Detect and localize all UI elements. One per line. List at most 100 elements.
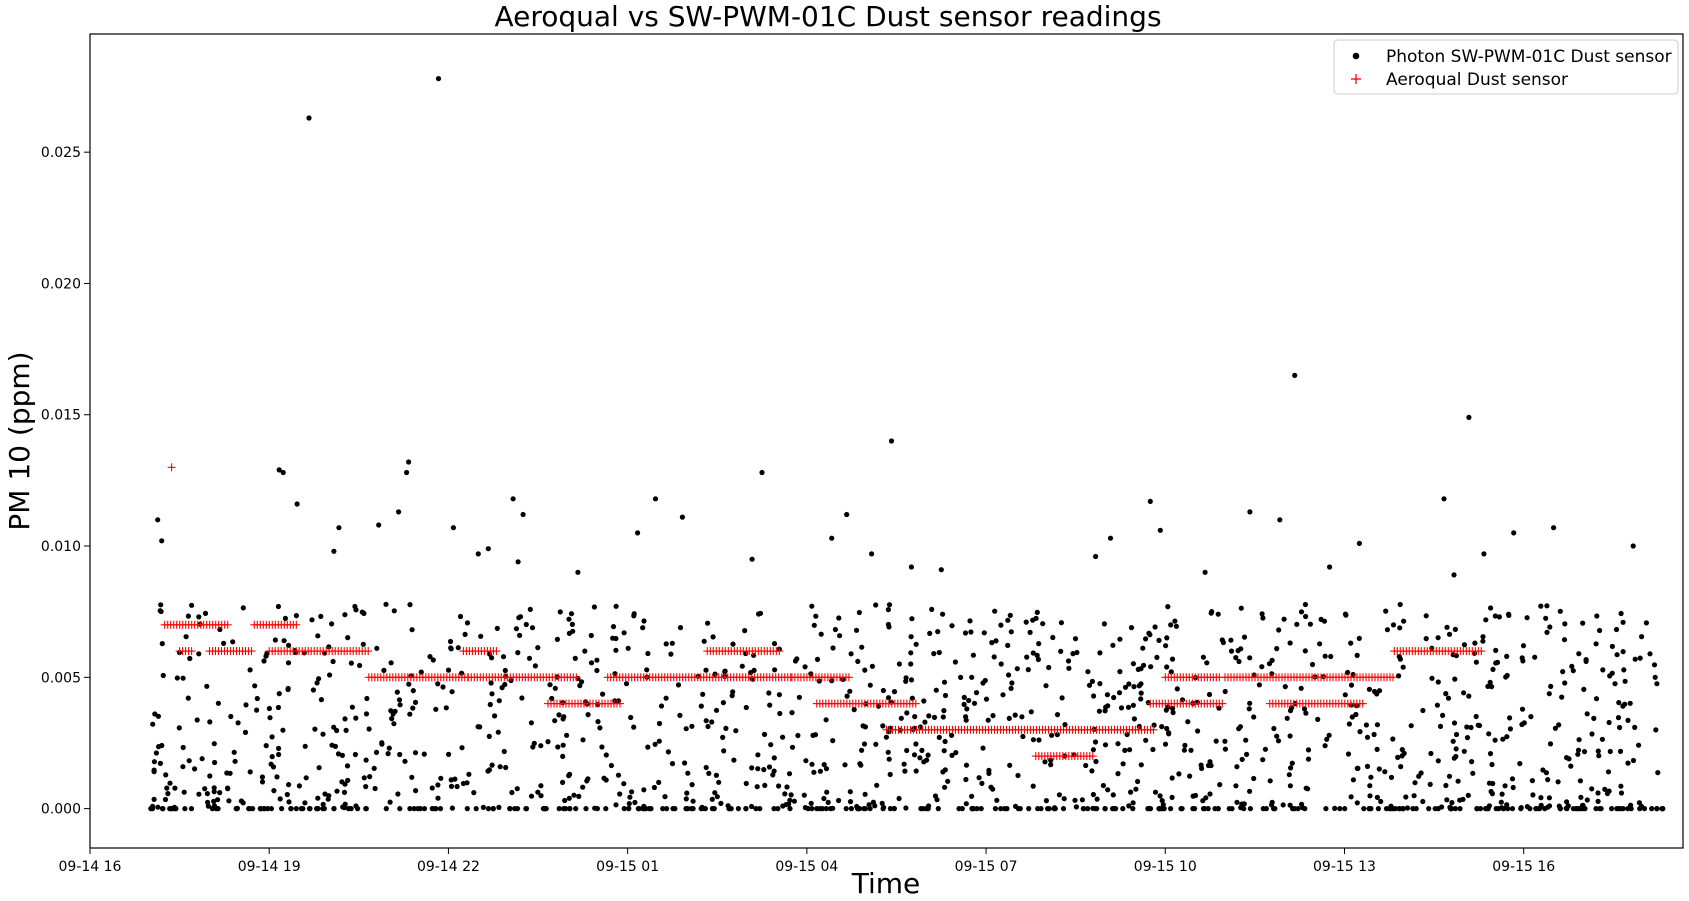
photon-point xyxy=(1428,750,1434,757)
photon-point xyxy=(1328,653,1334,660)
photon-point xyxy=(898,715,904,721)
photon-point xyxy=(629,789,635,795)
photon-point xyxy=(753,806,759,812)
photon-point xyxy=(615,772,622,778)
photon-point xyxy=(566,795,572,801)
photon-point xyxy=(318,613,324,620)
photon-point xyxy=(836,797,842,804)
photon-point xyxy=(1023,619,1029,625)
photon-point xyxy=(1294,621,1300,627)
photon-point xyxy=(1509,806,1516,812)
photon-point xyxy=(962,630,969,636)
photon-point xyxy=(591,604,598,610)
photon-point xyxy=(1236,658,1242,665)
photon-point xyxy=(1287,783,1293,789)
photon-point xyxy=(1143,737,1149,743)
photon-point xyxy=(1367,793,1373,799)
photon-point xyxy=(1622,701,1628,707)
photon-point xyxy=(1504,734,1510,740)
photon-point xyxy=(224,770,230,776)
photon-point xyxy=(1503,674,1509,680)
photon-point xyxy=(1259,611,1265,617)
photon-point xyxy=(1609,806,1615,812)
photon-point xyxy=(1551,525,1557,531)
photon-point xyxy=(274,774,280,780)
photon-point xyxy=(1128,789,1134,795)
photon-point xyxy=(1154,654,1160,661)
photon-point xyxy=(155,804,161,810)
photon-point xyxy=(1092,739,1099,745)
photon-point xyxy=(1070,651,1076,657)
photon-point xyxy=(1492,737,1498,743)
photon-point xyxy=(940,769,946,775)
photon-point xyxy=(1004,806,1010,812)
photon-point xyxy=(1143,636,1149,642)
photon-point xyxy=(1371,731,1377,738)
photon-point xyxy=(1235,648,1241,654)
photon-point xyxy=(318,697,324,703)
photon-point xyxy=(635,530,641,536)
photon-point xyxy=(523,806,530,812)
photon-point xyxy=(610,624,617,630)
photon-point xyxy=(221,640,227,647)
photon-point xyxy=(1520,643,1527,649)
photon-point xyxy=(1510,784,1516,791)
photon-point xyxy=(503,764,509,771)
photon-point xyxy=(576,793,582,800)
photon-point xyxy=(942,784,948,790)
photon-point xyxy=(1236,726,1242,732)
photon-point xyxy=(163,772,169,778)
photon-point xyxy=(286,799,292,805)
photon-point xyxy=(904,747,910,754)
photon-point xyxy=(1632,724,1638,731)
photon-point xyxy=(1190,793,1196,799)
photon-point xyxy=(407,602,413,608)
chart-title: Aeroqual vs SW-PWM-01C Dust sensor readi… xyxy=(494,0,1161,33)
photon-point xyxy=(529,625,536,631)
photon-point xyxy=(406,459,412,465)
photon-point xyxy=(1411,793,1417,799)
x-axis-ticks: 09-14 16 09-14 19 09-14 22 09-15 01 09-15 04… xyxy=(59,848,1555,875)
photon-point xyxy=(998,622,1004,628)
photon-point xyxy=(1493,806,1499,812)
photon-point xyxy=(1400,664,1406,670)
photon-point xyxy=(1613,626,1620,633)
photon-point xyxy=(844,511,850,518)
photon-point xyxy=(1488,605,1494,611)
photon-point xyxy=(1473,713,1479,720)
photon-point xyxy=(371,765,377,772)
photon-point xyxy=(557,609,563,615)
photon-point xyxy=(1487,679,1493,686)
photon-point xyxy=(980,745,986,751)
photon-point xyxy=(973,690,980,696)
photon-point xyxy=(448,646,454,652)
photon-point xyxy=(1017,806,1023,812)
photon-point xyxy=(1544,629,1550,636)
photon-point xyxy=(1046,664,1052,671)
photon-point xyxy=(1323,806,1329,812)
data-points xyxy=(148,76,1666,812)
photon-point xyxy=(1049,732,1055,738)
photon-point xyxy=(435,782,441,788)
photon-point xyxy=(306,115,312,121)
photon-point xyxy=(1215,611,1221,617)
photon-point xyxy=(742,628,748,634)
photon-point xyxy=(1263,806,1269,812)
photon-point xyxy=(231,749,237,755)
photon-point xyxy=(263,743,269,749)
photon-point xyxy=(1606,719,1612,726)
photon-point xyxy=(560,753,566,760)
photon-point xyxy=(496,804,502,811)
photon-point xyxy=(1159,724,1165,730)
legend-marker-photon xyxy=(1352,52,1360,60)
photon-point xyxy=(485,546,491,552)
photon-point xyxy=(344,763,351,769)
photon-point xyxy=(1562,680,1568,686)
photon-point xyxy=(952,659,959,665)
aeroqual-point xyxy=(247,647,256,656)
photon-point xyxy=(735,806,742,812)
photon-point xyxy=(1014,666,1020,672)
photon-point xyxy=(641,618,647,624)
photon-point xyxy=(862,724,869,730)
photon-point xyxy=(254,707,260,713)
